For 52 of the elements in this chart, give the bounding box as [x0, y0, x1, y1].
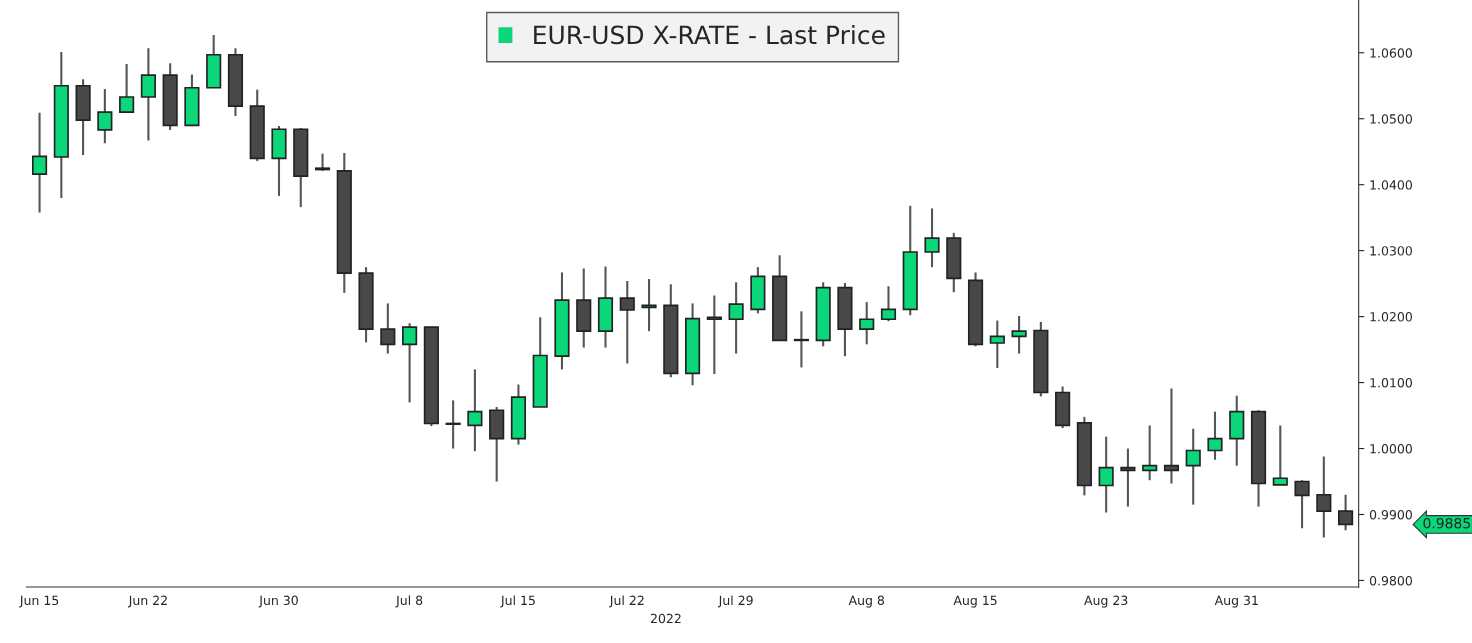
x-tick-label: Aug 23 — [1084, 595, 1128, 608]
candlestick — [140, 47, 156, 142]
y-tick-label: 0.9900 — [1369, 509, 1412, 520]
y-tick-label: 1.0300 — [1370, 246, 1412, 256]
text: 2022 — [650, 613, 681, 624]
y-tick-label: 1.0400 — [1370, 180, 1412, 190]
candlestick — [314, 152, 331, 172]
candlestick — [793, 310, 809, 369]
x-tick-label: Jul 22 — [609, 595, 644, 608]
x-tick-label: Jun 15 — [19, 595, 59, 608]
candlestick — [445, 399, 461, 450]
candlestick — [641, 277, 657, 333]
candlestick — [1011, 314, 1027, 355]
candlestick — [1316, 455, 1332, 539]
candlestick — [1098, 435, 1114, 514]
candlestick — [880, 285, 897, 323]
y-tick-label: 1.0500 — [1370, 114, 1412, 124]
x-tick-label: Jul 8 — [395, 595, 423, 608]
legend-label: EUR-USD X-RATE - Last Price — [534, 25, 885, 45]
y-tick-label: 1.0600 — [1370, 48, 1412, 58]
candlestick — [1120, 447, 1136, 508]
x-tick-label: Jul 29 — [717, 595, 753, 608]
candlestick — [380, 302, 396, 355]
candlestick — [97, 88, 113, 145]
candlestick — [859, 301, 875, 346]
x-tick-label: Jun 22 — [128, 595, 167, 608]
x-tick-label: Jul 15 — [500, 595, 535, 608]
y-tick-label: 1.0100 — [1370, 378, 1412, 388]
text: 0.9885 — [1423, 517, 1470, 529]
y-tick-label: 0.9800 — [1369, 575, 1412, 586]
candlestick — [706, 294, 722, 376]
candlestick — [1294, 479, 1310, 530]
candlestick — [119, 62, 135, 114]
candlestick — [1185, 427, 1201, 506]
candlestick — [402, 322, 418, 404]
candlestick — [728, 281, 744, 355]
candlestick — [924, 207, 940, 269]
candlestick — [467, 368, 483, 453]
candlestick — [1163, 387, 1180, 485]
candlestick — [1142, 424, 1158, 482]
x-tick-label: Jun 30 — [258, 595, 298, 608]
candlestick — [989, 319, 1005, 370]
x-tick-label: Aug 15 — [953, 595, 997, 608]
candlestick — [31, 111, 48, 214]
candlestick — [1272, 424, 1288, 486]
y-tick-label: 1.0200 — [1370, 312, 1412, 322]
x-tick-label: Aug 8 — [848, 595, 885, 608]
candlestick — [1207, 410, 1223, 461]
x-tick-label: Aug 31 — [1214, 595, 1258, 608]
candlestick — [1338, 493, 1354, 532]
y-tick-label: 1.0000 — [1370, 444, 1412, 454]
candlestick — [619, 279, 635, 365]
